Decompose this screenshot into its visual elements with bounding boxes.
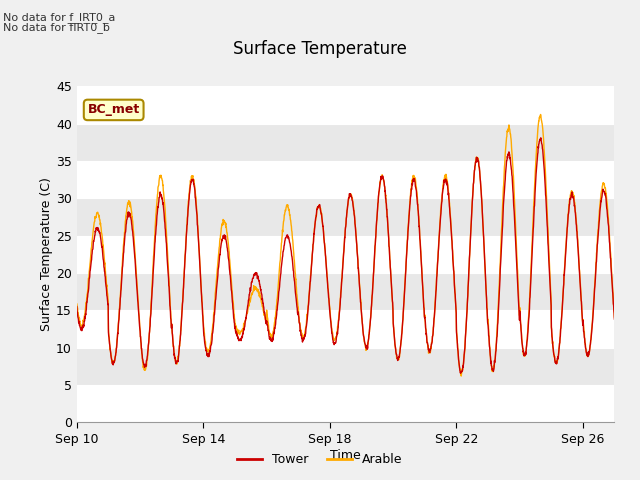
- Bar: [77, 236, 614, 273]
- Bar: [77, 161, 614, 198]
- Text: No data for f_IRT0_a: No data for f_IRT0_a: [3, 12, 116, 23]
- Y-axis label: Surface Temperature (C): Surface Temperature (C): [40, 178, 53, 331]
- Text: BC_met: BC_met: [88, 103, 140, 117]
- Bar: [77, 311, 614, 348]
- Bar: [77, 385, 614, 422]
- Bar: [77, 348, 614, 385]
- X-axis label: Time: Time: [330, 449, 361, 462]
- Bar: [77, 86, 614, 124]
- Text: No data for f̅IRT0̅_b: No data for f̅IRT0̅_b: [3, 22, 110, 33]
- Bar: [77, 273, 614, 311]
- Bar: [77, 198, 614, 236]
- Text: Surface Temperature: Surface Temperature: [233, 40, 407, 58]
- Bar: [77, 124, 614, 161]
- Legend: Tower, Arable: Tower, Arable: [232, 448, 408, 471]
